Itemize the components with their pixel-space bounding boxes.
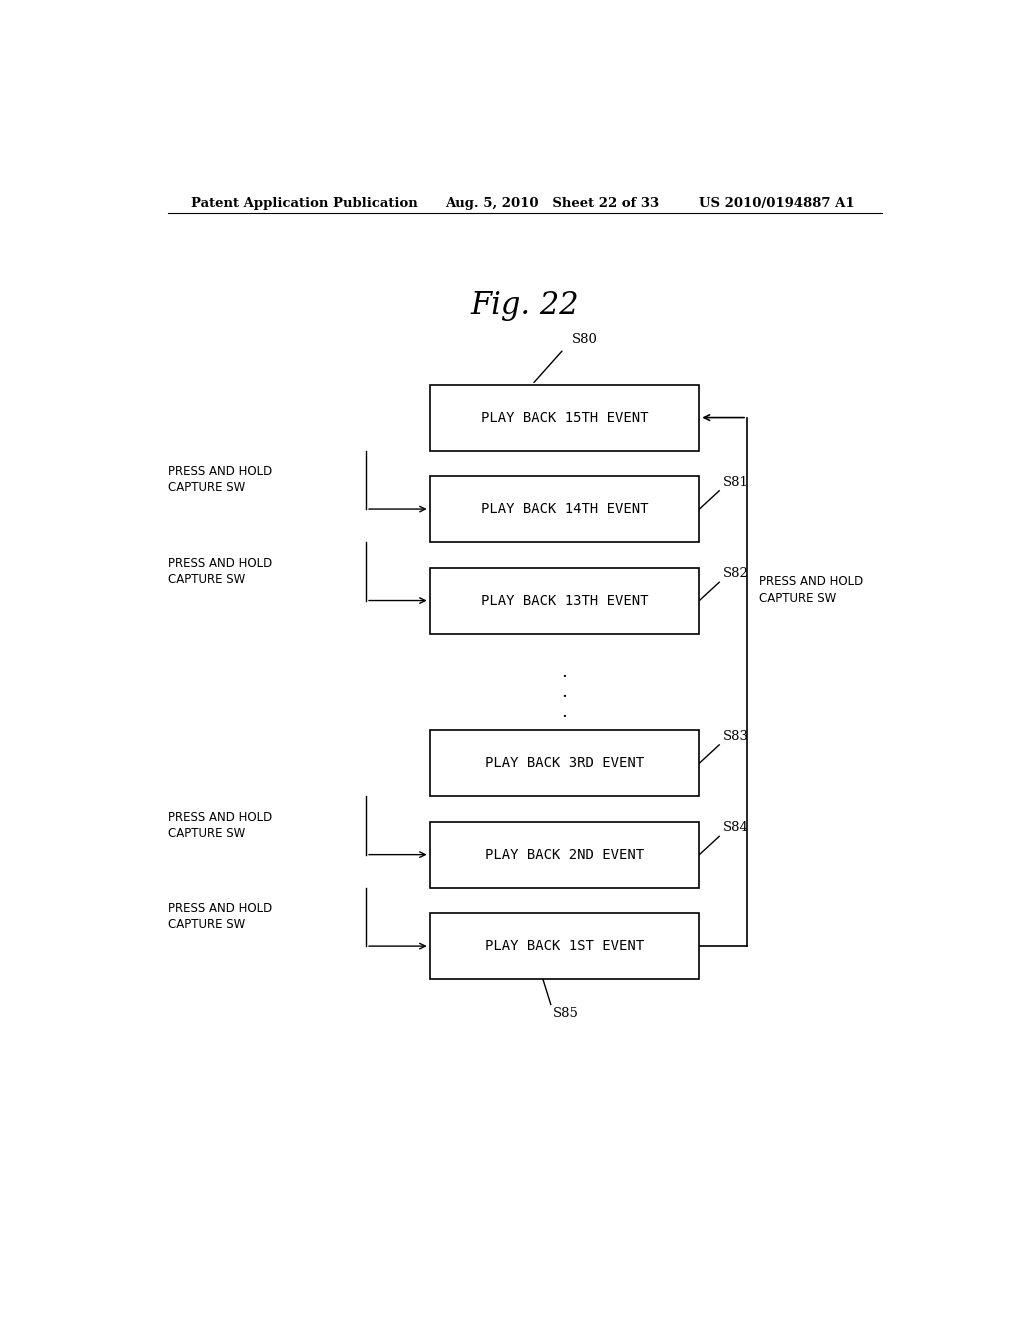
Text: .: . [561, 704, 567, 721]
Text: US 2010/0194887 A1: US 2010/0194887 A1 [699, 197, 855, 210]
Text: .: . [561, 682, 567, 701]
Text: Aug. 5, 2010   Sheet 22 of 33: Aug. 5, 2010 Sheet 22 of 33 [445, 197, 659, 210]
Text: PLAY BACK 14TH EVENT: PLAY BACK 14TH EVENT [480, 502, 648, 516]
Text: S84: S84 [723, 821, 750, 834]
Bar [430, 913, 699, 979]
Bar [430, 477, 699, 543]
Text: PRESS AND HOLD
CAPTURE SW: PRESS AND HOLD CAPTURE SW [168, 557, 272, 586]
Text: PLAY BACK 15TH EVENT: PLAY BACK 15TH EVENT [480, 411, 648, 425]
Text: PLAY BACK 3RD EVENT: PLAY BACK 3RD EVENT [485, 756, 644, 770]
Text: PLAY BACK 13TH EVENT: PLAY BACK 13TH EVENT [480, 594, 648, 607]
Text: S83: S83 [723, 730, 750, 743]
Text: PLAY BACK 2ND EVENT: PLAY BACK 2ND EVENT [485, 847, 644, 862]
Text: PRESS AND HOLD
CAPTURE SW: PRESS AND HOLD CAPTURE SW [168, 903, 272, 932]
Text: PLAY BACK 1ST EVENT: PLAY BACK 1ST EVENT [485, 939, 644, 953]
Text: S85: S85 [552, 1007, 579, 1019]
Text: Fig. 22: Fig. 22 [470, 290, 580, 321]
Bar [430, 821, 699, 887]
Text: .: . [561, 663, 567, 681]
Text: PRESS AND HOLD
CAPTURE SW: PRESS AND HOLD CAPTURE SW [168, 810, 272, 840]
Bar [430, 384, 699, 450]
Text: S81: S81 [723, 475, 750, 488]
Bar [430, 568, 699, 634]
Text: S80: S80 [571, 333, 598, 346]
Text: PRESS AND HOLD
CAPTURE SW: PRESS AND HOLD CAPTURE SW [759, 576, 863, 606]
Text: PRESS AND HOLD
CAPTURE SW: PRESS AND HOLD CAPTURE SW [168, 466, 272, 494]
Text: Patent Application Publication: Patent Application Publication [191, 197, 418, 210]
Bar [430, 730, 699, 796]
Text: S82: S82 [723, 568, 750, 581]
